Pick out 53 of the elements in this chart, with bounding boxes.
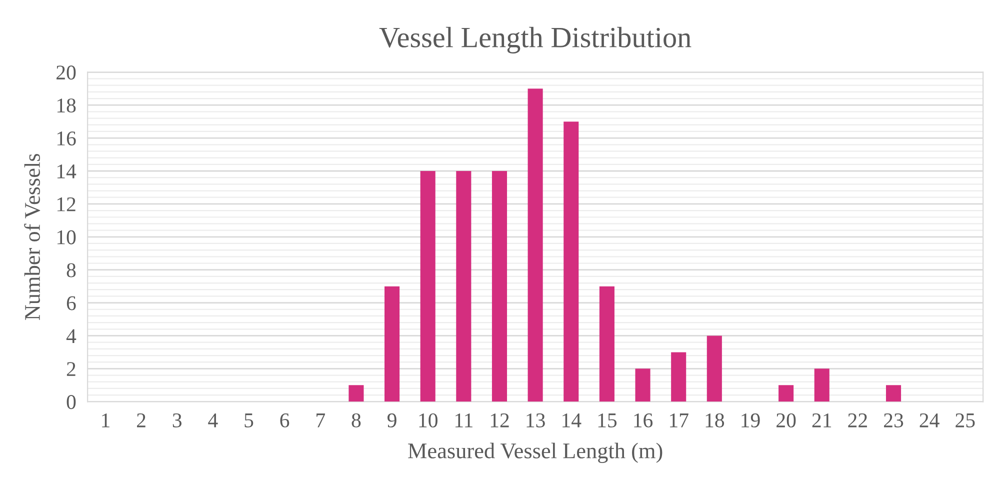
x-tick-label: 23 — [884, 413, 904, 428]
chart-title: Vessel Length Distribution — [379, 26, 692, 54]
x-tick-label: 18 — [706, 413, 724, 428]
x-axis-title: Measured Vessel Length (m) — [408, 442, 662, 463]
x-tick-label: 24 — [920, 413, 940, 428]
x-tick-label: 15 — [598, 413, 617, 428]
x-tick-label: 7 — [316, 414, 325, 428]
x-tick-label: 5 — [244, 414, 254, 428]
bar — [456, 170, 472, 402]
x-tick-label: 4 — [208, 413, 218, 428]
bar — [635, 368, 650, 402]
bar — [814, 368, 830, 402]
x-tick-label: 25 — [956, 413, 975, 428]
bar — [348, 385, 364, 402]
x-tick-label: 21 — [812, 413, 832, 428]
y-tick-label: 20 — [56, 66, 76, 80]
y-tick-label: 10 — [57, 230, 76, 244]
y-tick-label: 8 — [66, 263, 76, 278]
y-tick-label: 18 — [57, 98, 76, 113]
bar — [671, 352, 686, 402]
x-tick-label: 9 — [387, 413, 396, 428]
x-tick-label: 11 — [455, 413, 472, 428]
x-tick-label: 10 — [419, 413, 438, 428]
x-tick-label: 12 — [490, 413, 509, 428]
x-tick-label: 19 — [742, 413, 760, 428]
x-tick-label: 8 — [352, 413, 361, 428]
x-tick-label: 16 — [634, 413, 653, 428]
bar — [492, 170, 508, 402]
x-tick-label: 2 — [136, 413, 146, 428]
y-tick-label: 16 — [57, 131, 76, 146]
bar — [778, 385, 794, 402]
bar — [564, 122, 579, 402]
bar — [599, 286, 614, 402]
y-axis-title: Number of Vessels — [24, 154, 40, 320]
y-tick-label: 12 — [57, 197, 76, 212]
x-tick-label: 13 — [526, 413, 545, 428]
x-tick-label: 14 — [562, 413, 582, 428]
x-tick-label: 3 — [172, 413, 182, 428]
y-tick-label: 4 — [66, 329, 76, 343]
bar — [384, 286, 400, 402]
bar — [886, 385, 902, 402]
x-tick-label: 17 — [670, 413, 688, 428]
x-tick-label: 6 — [280, 413, 290, 428]
bar — [420, 170, 436, 402]
x-tick-label: 22 — [848, 413, 867, 428]
y-tick-label: 6 — [66, 296, 76, 310]
y-tick-label: 0 — [66, 395, 76, 410]
y-tick-label: 14 — [57, 164, 76, 178]
bar — [706, 336, 722, 402]
bar — [528, 88, 543, 402]
x-tick-label: 1 — [102, 413, 110, 428]
y-tick-label: 2 — [66, 362, 76, 376]
x-tick-label: 20 — [776, 413, 796, 428]
